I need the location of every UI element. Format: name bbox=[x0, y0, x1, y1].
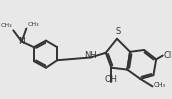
Text: Cl: Cl bbox=[164, 51, 172, 60]
Text: S: S bbox=[115, 27, 121, 36]
Text: CH₃: CH₃ bbox=[1, 23, 12, 29]
Text: NH: NH bbox=[84, 51, 97, 60]
Text: N: N bbox=[18, 37, 25, 46]
Text: OH: OH bbox=[105, 75, 118, 84]
Text: CH₃: CH₃ bbox=[153, 82, 165, 88]
Text: CH₃: CH₃ bbox=[27, 22, 39, 27]
